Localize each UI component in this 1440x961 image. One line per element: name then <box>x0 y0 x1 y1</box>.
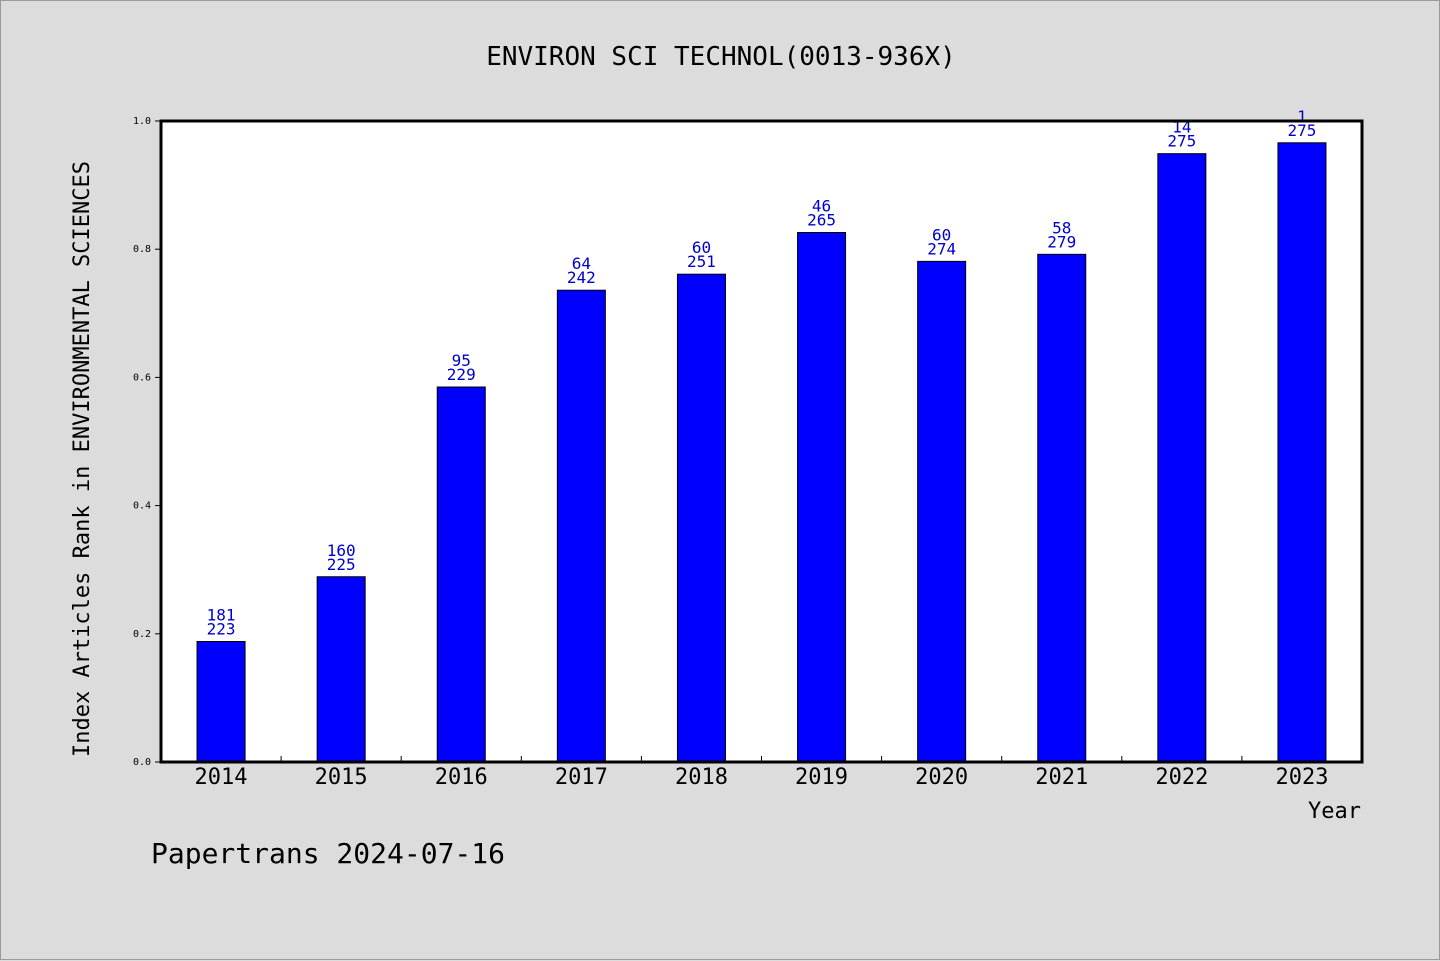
data-label-total: 251 <box>687 252 716 271</box>
data-labels: 1812231602259522964242602514626560274582… <box>207 107 1317 639</box>
y-axis-label: Index Articles Rank in ENVIRONMENTAL SCI… <box>70 161 95 757</box>
data-label-total: 274 <box>927 239 956 258</box>
data-label-total: 225 <box>327 555 356 574</box>
data-label-rank: 58 <box>1052 218 1071 237</box>
x-tick-label: 2015 <box>315 765 368 790</box>
bar-2015 <box>316 576 366 763</box>
chart-title: ENVIRON SCI TECHNOL(0013-936X) <box>486 42 956 72</box>
data-label-total: 275 <box>1167 132 1196 151</box>
x-tick-label: 2018 <box>675 765 728 790</box>
data-label-total: 279 <box>1047 232 1076 251</box>
bar-2023 <box>1277 142 1327 763</box>
x-tick-label: 2021 <box>1035 765 1088 790</box>
y-tick-label: 1.0 <box>133 116 151 127</box>
data-label-total: 265 <box>807 211 836 230</box>
y-axis: 0.0 0.2 0.4 0.6 0.8 1.0 <box>133 116 161 768</box>
data-label-total: 275 <box>1287 121 1316 140</box>
bar-2021 <box>1037 253 1087 763</box>
data-label-rank: 60 <box>932 225 951 244</box>
x-tick-label: 2017 <box>555 765 608 790</box>
data-label-total: 242 <box>567 268 596 287</box>
x-tick-label: 2014 <box>195 765 248 790</box>
y-tick-label: 0.2 <box>133 629 151 640</box>
data-label-rank: 60 <box>692 238 711 257</box>
data-label-rank: 160 <box>327 541 356 560</box>
bar-2014 <box>196 640 246 763</box>
x-axis: 2014 2015 2016 2017 2018 2019 2020 2021 2022 2023 <box>195 756 1328 790</box>
data-label-total: 223 <box>207 619 236 638</box>
plot-frame <box>159 119 1364 764</box>
bar-2020 <box>917 260 967 763</box>
x-tick-label: 2023 <box>1275 765 1328 790</box>
bar-2018 <box>676 273 726 763</box>
x-tick-label: 2020 <box>915 765 968 790</box>
x-tick-label: 2016 <box>435 765 488 790</box>
x-tick-label: 2022 <box>1155 765 1208 790</box>
bar-2017 <box>556 289 606 763</box>
bar-2022 <box>1157 153 1207 763</box>
data-label-rank: 181 <box>207 605 236 624</box>
data-label-rank: 1 <box>1297 107 1307 126</box>
data-label-rank: 95 <box>452 351 471 370</box>
y-tick-label: 0.4 <box>133 501 151 512</box>
data-label-rank: 64 <box>572 254 591 273</box>
bar-2019 <box>797 232 847 763</box>
x-tick-label: 2019 <box>795 765 848 790</box>
y-tick-label: 0.6 <box>133 372 151 383</box>
y-tick-label: 0.8 <box>133 244 151 255</box>
bar-2016 <box>436 386 486 763</box>
footer-text: Papertrans 2024-07-16 <box>151 837 505 870</box>
data-label-total: 229 <box>447 365 476 384</box>
y-tick-label: 0.0 <box>133 757 151 768</box>
bar-series <box>196 142 1327 763</box>
data-label-rank: 46 <box>812 197 831 216</box>
x-axis-label: Year <box>1308 799 1361 824</box>
